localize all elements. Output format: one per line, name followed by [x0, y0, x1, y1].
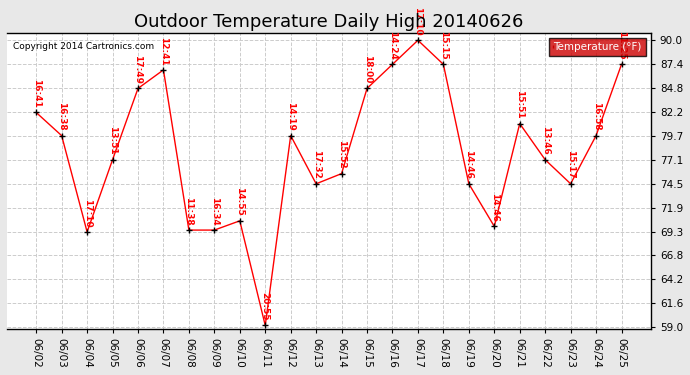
Text: 13:46: 13:46: [541, 126, 550, 155]
Text: 15:15: 15:15: [439, 31, 448, 60]
Text: 14:46: 14:46: [490, 193, 499, 222]
Text: 20:55: 20:55: [261, 292, 270, 321]
Text: 17:10: 17:10: [413, 7, 422, 36]
Text: 16:38: 16:38: [57, 102, 66, 131]
Text: 13:51: 13:51: [108, 126, 117, 155]
Text: 18:00: 18:00: [362, 56, 371, 84]
Text: 14:24: 14:24: [388, 31, 397, 60]
Text: 15:17: 15:17: [566, 150, 575, 179]
Text: 11:25: 11:25: [617, 31, 626, 60]
Text: 15:51: 15:51: [515, 90, 524, 119]
Text: 16:34: 16:34: [210, 197, 219, 225]
Text: 12:41: 12:41: [159, 36, 168, 65]
Text: 11:38: 11:38: [184, 197, 193, 225]
Text: 14:46: 14:46: [464, 150, 473, 179]
Text: 17:10: 17:10: [83, 199, 92, 227]
Text: Copyright 2014 Cartronics.com: Copyright 2014 Cartronics.com: [13, 42, 155, 51]
Text: 14:19: 14:19: [286, 102, 295, 131]
Text: 14:55: 14:55: [235, 188, 244, 216]
Text: 16:58: 16:58: [591, 102, 600, 131]
Text: 17:32: 17:32: [312, 150, 321, 179]
Text: 17:49: 17:49: [133, 55, 143, 84]
Legend: Temperature (°F): Temperature (°F): [549, 38, 646, 56]
Title: Outdoor Temperature Daily High 20140626: Outdoor Temperature Daily High 20140626: [134, 13, 524, 31]
Text: 15:52: 15:52: [337, 140, 346, 169]
Text: 16:41: 16:41: [32, 79, 41, 108]
